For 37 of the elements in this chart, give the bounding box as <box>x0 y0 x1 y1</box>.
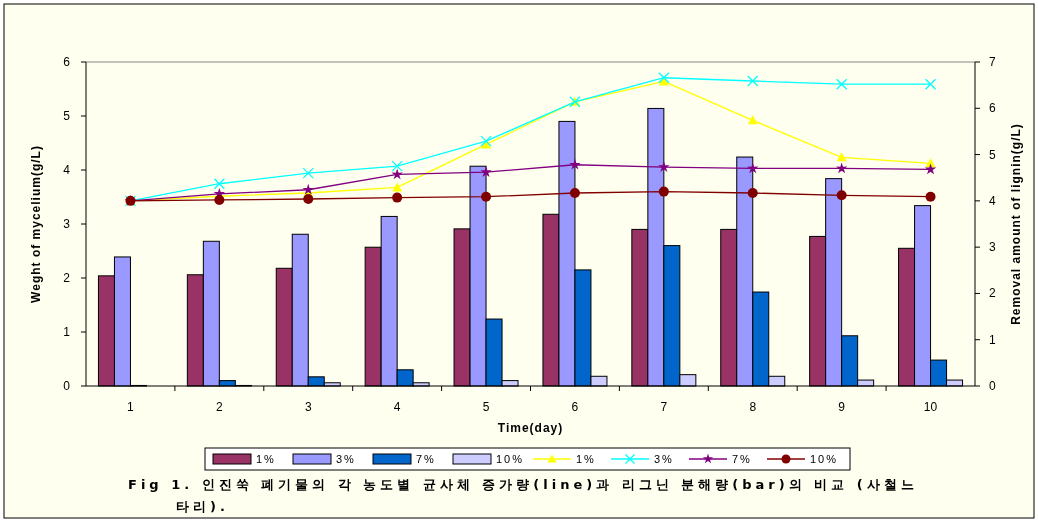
y-tick-label: 4 <box>63 163 71 177</box>
x-tick-label: 3 <box>304 400 312 414</box>
y-tick-label: 6 <box>63 55 71 69</box>
y-tick-label: 1 <box>63 325 71 339</box>
x-tick-label: 5 <box>482 400 490 414</box>
x-tick-label: 10 <box>923 400 938 414</box>
legend-label: 10% <box>810 453 839 465</box>
y-tick-label: 0 <box>63 379 71 393</box>
y2-tick-label: 6 <box>989 101 996 116</box>
y2-tick-label: 3 <box>989 240 996 255</box>
x-tick-label: 7 <box>660 400 668 414</box>
legend-label: 3% <box>654 453 674 465</box>
caption: Fig 1. 인진쑥 폐기물의 각 농도별 균사체 증가량(line)과 리그닌 분해량(bar)의 비교 (사철느타리). <box>128 476 919 516</box>
y-tick-label: 2 <box>63 271 71 285</box>
y2-tick-label: 7 <box>989 55 996 69</box>
y2-tick-label: 5 <box>989 147 996 162</box>
y2-tick-label: 4 <box>989 193 996 208</box>
x-tick-label: 8 <box>749 400 757 414</box>
legend-label: 7% <box>732 453 752 465</box>
legend-label: 10% <box>496 453 525 465</box>
y-axis-title: Weght of mycelium(g/L) <box>29 145 43 303</box>
legend-label: 1% <box>256 453 276 465</box>
y2-tick-label: 2 <box>989 286 996 301</box>
y-tick-label: 3 <box>63 217 71 231</box>
y2-axis-title: Removal amount of lignin(g/L) <box>1009 123 1023 325</box>
y-tick-label: 5 <box>63 109 71 123</box>
x-tick-label: 6 <box>571 400 579 414</box>
y2-tick-label: 1 <box>989 332 996 347</box>
legend-label: 3% <box>336 453 356 465</box>
x-tick-label: 2 <box>216 400 224 414</box>
y2-tick-label: 0 <box>989 379 996 393</box>
x-axis-title: Time(day) <box>497 421 564 435</box>
legend-label: 1% <box>576 453 596 465</box>
legend-label: 7% <box>416 453 436 465</box>
x-tick-label: 9 <box>838 400 846 414</box>
x-tick-label: 4 <box>393 400 401 414</box>
x-tick-label: 1 <box>127 400 135 414</box>
